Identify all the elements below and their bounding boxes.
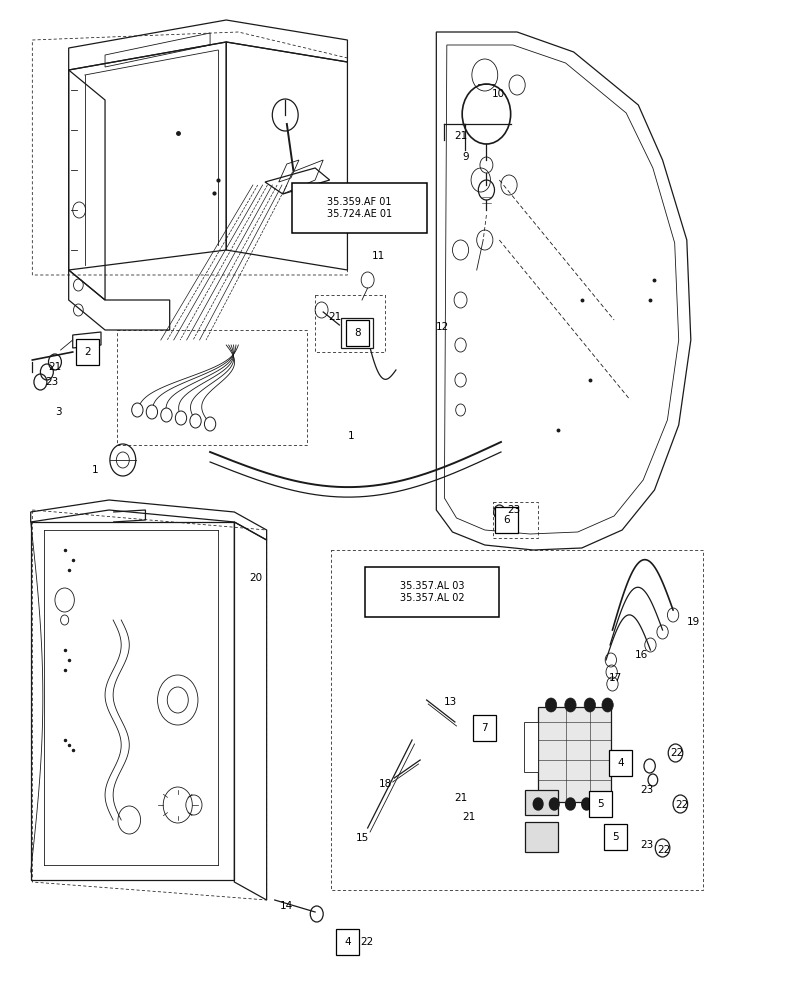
- Text: 21: 21: [328, 312, 341, 322]
- Bar: [347, 320, 369, 346]
- Bar: [495, 507, 518, 533]
- Text: 21: 21: [48, 362, 61, 372]
- Text: 19: 19: [687, 617, 700, 627]
- Text: 22: 22: [360, 937, 373, 947]
- Text: 9: 9: [462, 152, 469, 162]
- FancyBboxPatch shape: [365, 567, 499, 617]
- Text: 10: 10: [492, 89, 505, 99]
- Circle shape: [533, 798, 543, 810]
- Bar: [589, 791, 612, 817]
- Text: 22: 22: [675, 800, 688, 810]
- Text: 35.359.AF 01
35.724.AE 01: 35.359.AF 01 35.724.AE 01: [327, 197, 392, 219]
- Text: 22: 22: [671, 748, 684, 758]
- Bar: [609, 750, 632, 776]
- Text: 11: 11: [372, 251, 385, 261]
- Text: 16: 16: [635, 650, 648, 660]
- Text: 5: 5: [597, 799, 604, 809]
- Text: 21: 21: [454, 131, 467, 141]
- Bar: [341, 318, 373, 348]
- Circle shape: [146, 405, 158, 419]
- Text: 22: 22: [658, 845, 671, 855]
- Text: 18: 18: [379, 779, 392, 789]
- Text: 4: 4: [344, 937, 351, 947]
- Bar: [76, 339, 99, 365]
- Circle shape: [190, 414, 201, 428]
- Text: 21: 21: [454, 793, 467, 803]
- Circle shape: [132, 403, 143, 417]
- Bar: [525, 790, 558, 815]
- Circle shape: [598, 798, 608, 810]
- Text: 8: 8: [355, 328, 361, 338]
- Circle shape: [602, 698, 613, 712]
- Bar: [538, 707, 611, 802]
- Text: 1: 1: [348, 431, 355, 441]
- Text: 23: 23: [507, 505, 520, 515]
- Text: 1: 1: [92, 465, 99, 475]
- Circle shape: [565, 698, 576, 712]
- Circle shape: [566, 798, 575, 810]
- Circle shape: [582, 798, 591, 810]
- Bar: [336, 929, 359, 955]
- Circle shape: [161, 408, 172, 422]
- Text: 4: 4: [617, 758, 624, 768]
- Text: 35.357.AL 03
35.357.AL 02: 35.357.AL 03 35.357.AL 02: [400, 581, 465, 603]
- Circle shape: [549, 798, 559, 810]
- Text: 23: 23: [640, 785, 653, 795]
- Text: 13: 13: [444, 697, 457, 707]
- Bar: [524, 722, 538, 772]
- Bar: [604, 824, 627, 850]
- Text: 15: 15: [356, 833, 368, 843]
- Circle shape: [584, 698, 595, 712]
- Text: 6: 6: [503, 515, 510, 525]
- FancyBboxPatch shape: [292, 183, 427, 233]
- Text: 5: 5: [612, 832, 619, 842]
- Bar: [473, 715, 496, 741]
- Text: 2: 2: [84, 347, 90, 357]
- Text: 14: 14: [280, 901, 293, 911]
- Bar: [525, 822, 558, 852]
- Text: 23: 23: [45, 377, 58, 387]
- Text: 21: 21: [462, 812, 475, 822]
- Text: 7: 7: [482, 723, 488, 733]
- Circle shape: [545, 698, 557, 712]
- Circle shape: [175, 411, 187, 425]
- Text: 17: 17: [609, 673, 622, 683]
- Text: 3: 3: [55, 407, 61, 417]
- Circle shape: [204, 417, 216, 431]
- Text: 12: 12: [436, 322, 448, 332]
- Text: 20: 20: [249, 573, 262, 583]
- Text: 23: 23: [640, 840, 653, 850]
